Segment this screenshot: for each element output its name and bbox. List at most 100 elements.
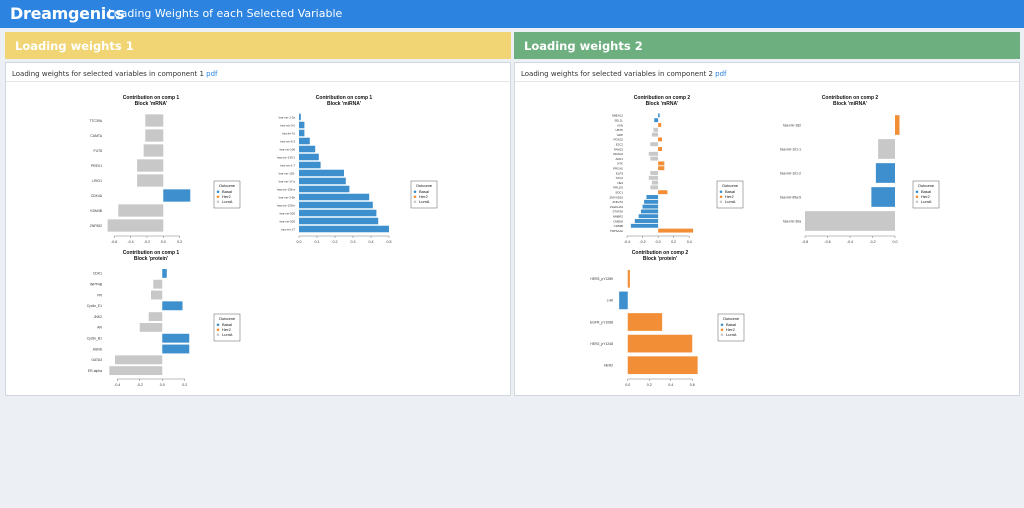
legend-entry: LumA <box>726 332 737 337</box>
x-tick-label: 0.5 <box>387 240 392 244</box>
category-label: PRCAS <box>613 167 623 171</box>
chart-subtitle: Block 'mRNA' <box>135 101 168 107</box>
category-label: DDAH2 <box>613 152 623 156</box>
bar <box>627 356 698 375</box>
bar <box>299 153 319 161</box>
bar <box>627 313 663 331</box>
category-label: CDK4A <box>91 194 103 198</box>
category-label: PLEKHA4 <box>610 205 623 209</box>
category-label: hsa-mir-101-1 <box>780 147 801 151</box>
panel-body-1: Loading weights for selected variables i… <box>5 62 511 396</box>
category-label: TTC39A <box>89 119 102 123</box>
bar <box>630 223 659 228</box>
legend-title: Outcome <box>918 183 935 188</box>
x-tick-label: -0.6 <box>111 240 117 244</box>
legend-entry: LumA <box>725 199 736 204</box>
bar <box>137 159 164 172</box>
legend-entry: LumA <box>222 199 233 204</box>
bar <box>638 214 659 219</box>
category-label: hsa-mir-196-a <box>277 187 295 191</box>
bar <box>299 113 301 121</box>
legend-title: Outcome <box>219 183 236 188</box>
legend-entry: Her2 <box>921 194 930 199</box>
x-tick-label: -0.8 <box>802 240 808 244</box>
bar <box>658 113 660 118</box>
x-tick-label: 0.2 <box>647 383 652 387</box>
pdf-link[interactable]: pdf <box>206 70 218 78</box>
category-label: CD83B <box>614 224 623 228</box>
app-logo[interactable]: Dreamgenics <box>10 4 125 23</box>
category-label: hsa-mir-182 <box>783 123 801 127</box>
panel-caption-1: Loading weights for selected variables i… <box>12 70 218 78</box>
legend-marker <box>216 333 220 337</box>
legend-entry: Basal <box>222 189 232 194</box>
legend-marker <box>720 328 724 332</box>
x-tick-label: 0.4 <box>687 240 692 244</box>
legend-marker <box>719 190 723 194</box>
legend-entry: Basal <box>222 322 232 327</box>
bar <box>654 118 659 123</box>
bar <box>163 189 191 202</box>
x-tick-label: 0.0 <box>625 383 630 387</box>
category-label: JNK2 <box>94 315 102 319</box>
caption-text: Loading weights for selected variables i… <box>521 70 713 78</box>
bar <box>658 123 662 127</box>
category-label: ZNF552 <box>90 224 102 228</box>
bar <box>299 201 373 209</box>
chart-subtitle: Block 'protein' <box>643 256 677 262</box>
bar <box>634 219 659 223</box>
bar <box>162 268 167 278</box>
x-tick-label: -0.4 <box>847 240 853 244</box>
category-label: PR <box>97 293 102 297</box>
pdf-link[interactable]: pdf <box>715 70 727 78</box>
legend-entry: Her2 <box>222 327 231 332</box>
legend-marker <box>915 200 919 204</box>
category-label: LRIG1 <box>92 179 102 183</box>
legend-entry: LumA <box>222 332 233 337</box>
x-tick-label: -0.2 <box>639 240 645 244</box>
category-label: NMBR2 <box>613 215 624 219</box>
bar <box>145 129 164 142</box>
category-label: hsa-mir-505 <box>280 211 296 215</box>
category-label: c-kit <box>607 299 613 303</box>
legend-entry: Basal <box>921 189 931 194</box>
category-label: NTK <box>617 162 623 166</box>
category-label: hsa-mir-130-1 <box>277 155 295 159</box>
category-label: HER3_pY1289 <box>590 277 613 281</box>
legend-marker <box>216 200 220 204</box>
legend-entry: Basal <box>725 189 735 194</box>
legend-marker <box>413 200 417 204</box>
category-label: ZNF270 <box>613 200 624 204</box>
chart-title: Contribution on comp 1 <box>123 95 180 101</box>
category-label: CAMTA <box>90 134 102 138</box>
legend-marker <box>719 200 723 204</box>
bar <box>299 121 305 129</box>
legend-entry: Basal <box>419 189 429 194</box>
bar <box>137 174 164 187</box>
category-label: hsa-mir-101-2 <box>780 171 801 175</box>
legend-marker <box>216 190 220 194</box>
bar <box>871 187 895 207</box>
x-tick-label: 0.4 <box>668 383 673 387</box>
x-tick-label: 0.2 <box>182 383 187 387</box>
category-label: TRPSA4A <box>610 229 623 233</box>
category-label: hsa-mir-99a-5 <box>780 195 801 199</box>
caption-text: Loading weights for selected variables i… <box>12 70 204 78</box>
bar <box>299 137 310 145</box>
category-label: E2C2 <box>616 143 624 147</box>
bar <box>642 204 659 209</box>
x-tick-label: 0.2 <box>177 240 182 244</box>
chart-subtitle: Block 'protein' <box>134 256 168 262</box>
bar <box>299 225 389 233</box>
category-label: NE3 <box>617 181 623 185</box>
bar <box>646 195 659 199</box>
category-label: hsa-mir-5-3 <box>280 139 295 143</box>
bar <box>299 169 344 177</box>
x-tick-label: 0.0 <box>161 240 166 244</box>
category-label: hsa-mir-106 <box>280 147 296 151</box>
legend-entry: Her2 <box>419 194 428 199</box>
bar <box>650 156 659 161</box>
legend-box <box>213 180 241 209</box>
